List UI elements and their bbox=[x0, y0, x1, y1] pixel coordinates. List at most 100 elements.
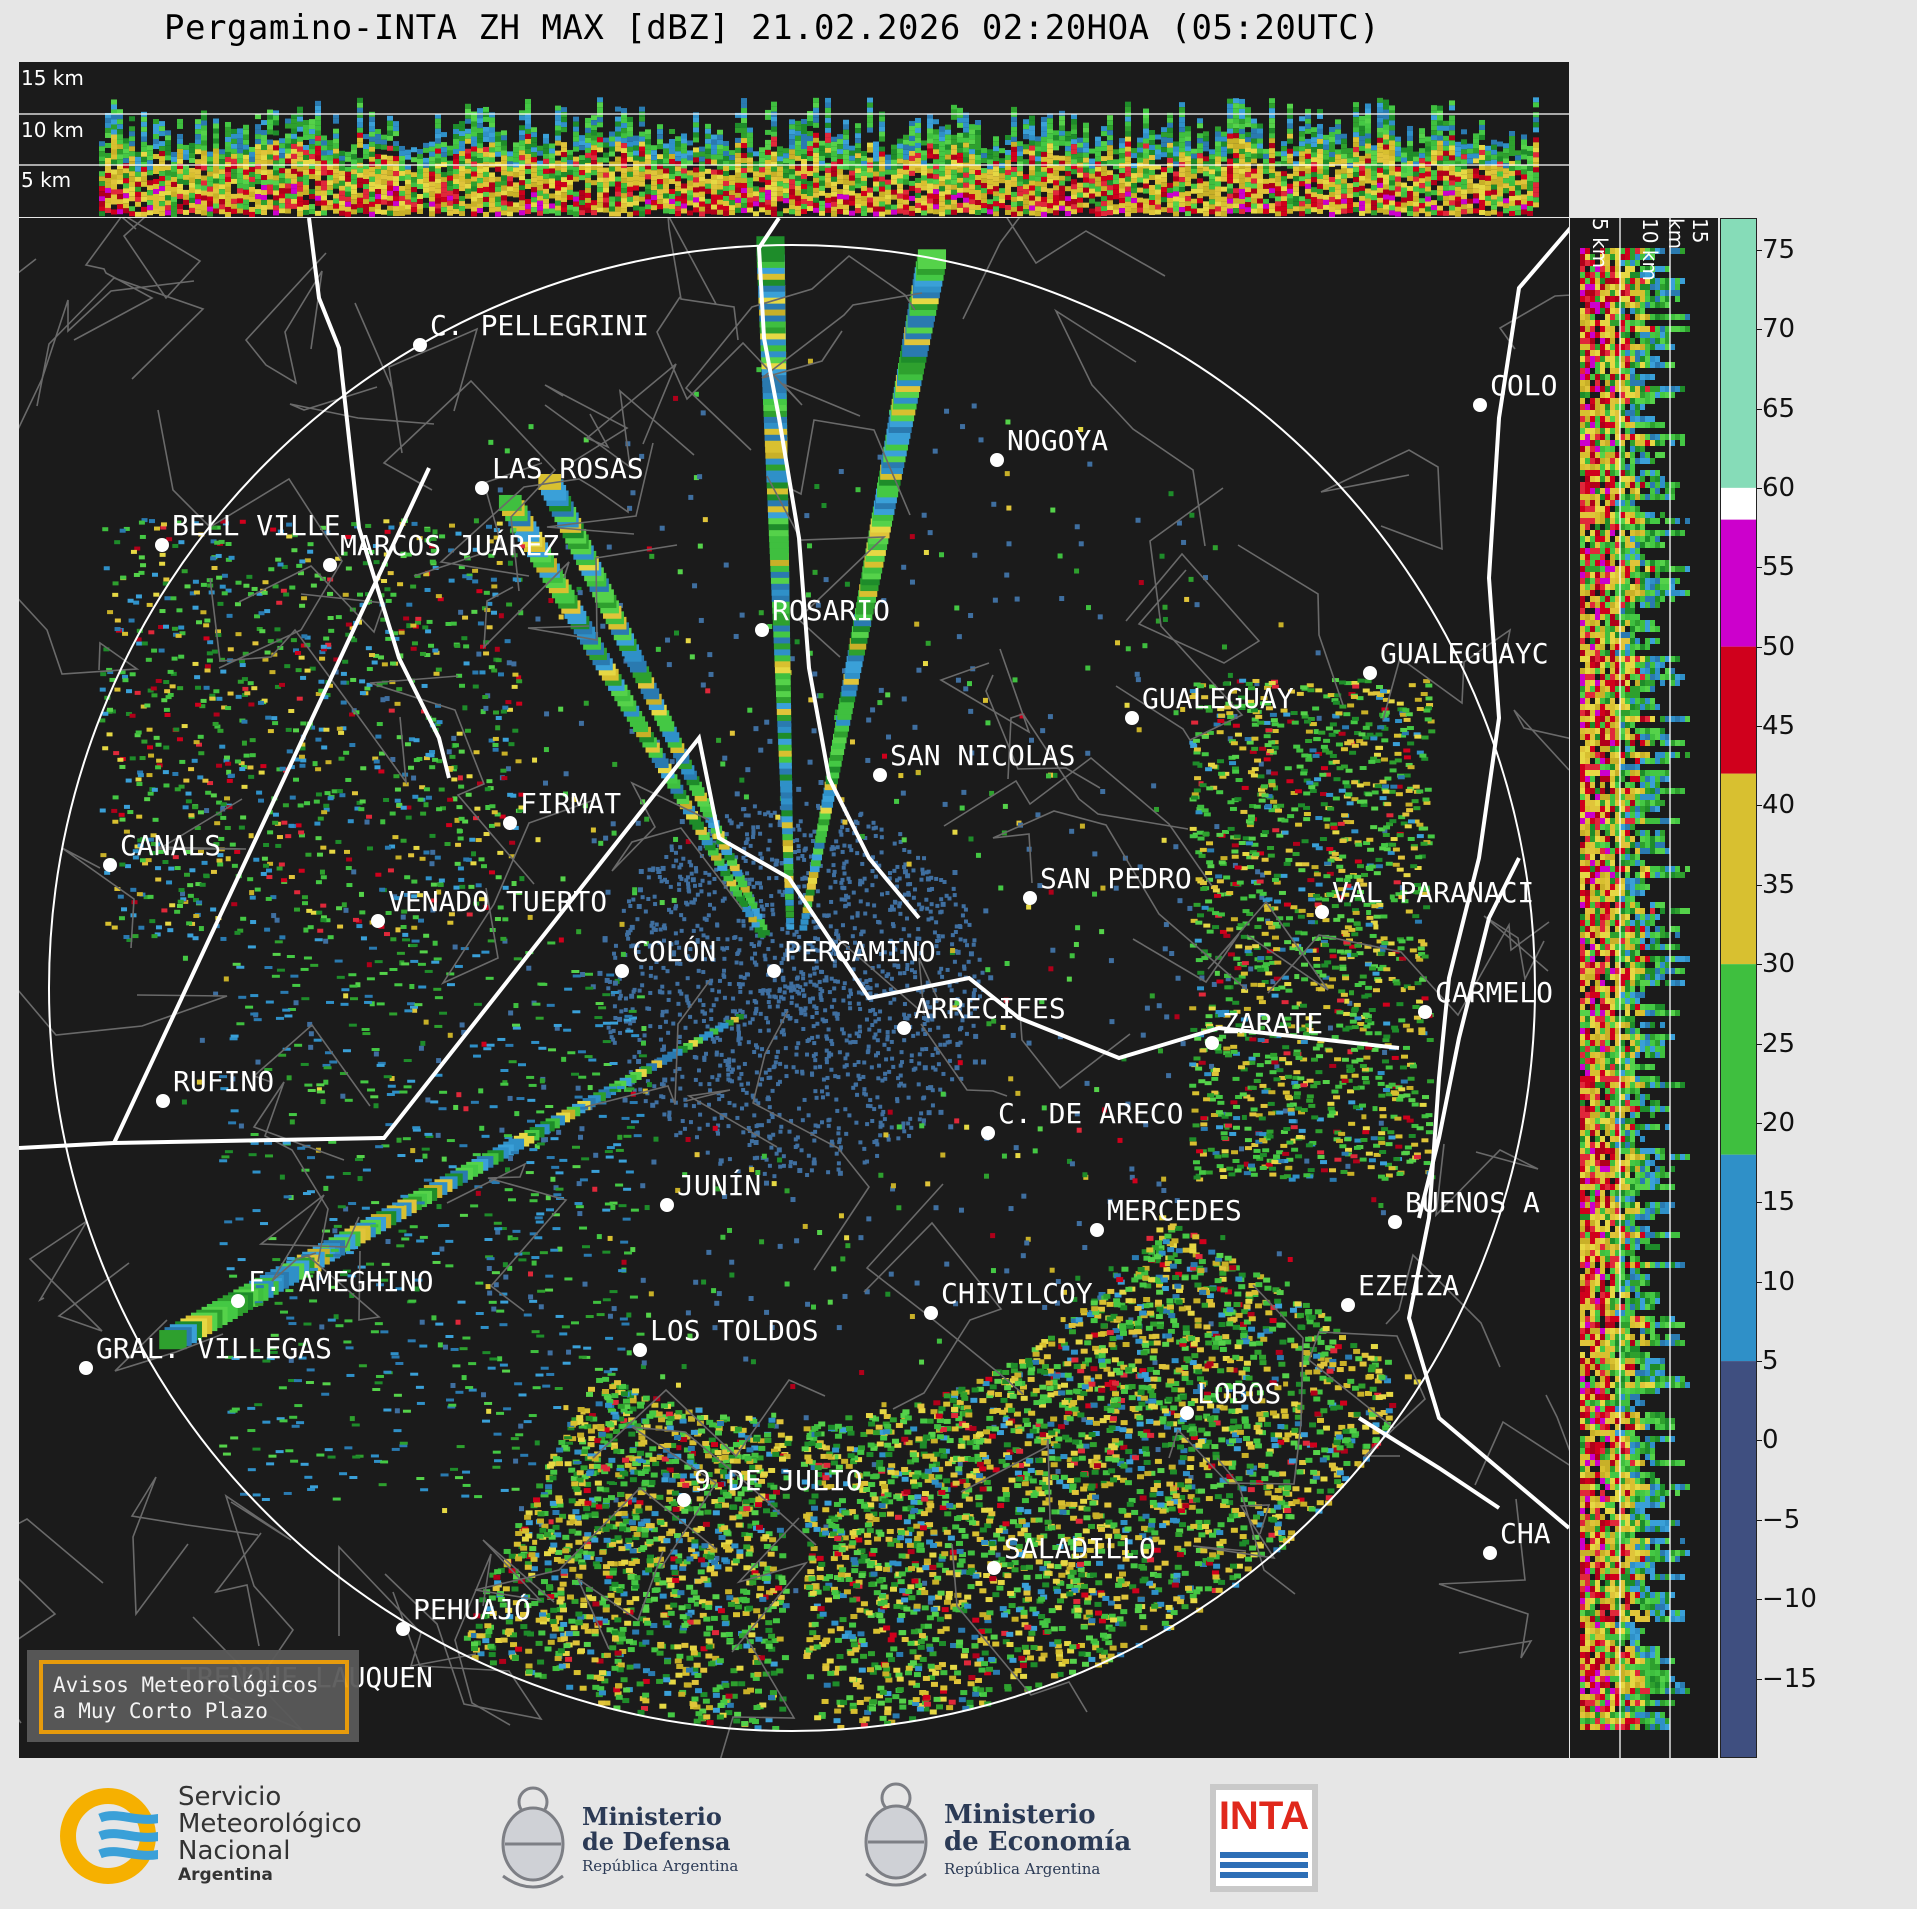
echo-pixel bbox=[698, 883, 703, 888]
top-echo-pixel bbox=[843, 164, 849, 170]
top-echo-pixel bbox=[1179, 167, 1185, 173]
top-echo-pixel bbox=[1023, 129, 1029, 135]
top-echo-pixel bbox=[699, 171, 705, 177]
top-echo-pixel bbox=[1131, 208, 1137, 214]
radar-map[interactable]: C. PELLEGRINI LAS ROSAS NOGOYA BELL VILLE MA… bbox=[19, 218, 1569, 1758]
top-echo-pixel bbox=[831, 201, 837, 207]
top-echo-pixel bbox=[1095, 136, 1101, 142]
top-echo-pixel bbox=[471, 126, 477, 132]
top-echo-pixel bbox=[681, 168, 687, 174]
top-echo-pixel bbox=[567, 179, 573, 185]
top-echo-pixel bbox=[339, 175, 345, 181]
top-echo-pixel bbox=[813, 182, 819, 188]
echo-pixel bbox=[864, 1017, 869, 1022]
top-echo-pixel bbox=[555, 170, 561, 176]
echo-pixel bbox=[754, 1070, 759, 1075]
top-echo-pixel bbox=[495, 176, 501, 182]
echo-pixel bbox=[940, 934, 945, 939]
top-echo-pixel bbox=[1473, 158, 1479, 164]
echo-pixel bbox=[927, 1027, 932, 1032]
top-echo-pixel bbox=[597, 197, 603, 203]
top-echo-pixel bbox=[543, 148, 549, 154]
top-echo-pixel bbox=[267, 189, 273, 195]
top-echo-pixel bbox=[1461, 194, 1467, 200]
top-echo-pixel bbox=[657, 159, 663, 165]
top-echo-pixel bbox=[693, 192, 699, 198]
top-echo-pixel bbox=[327, 155, 333, 161]
top-echo-pixel bbox=[813, 97, 819, 103]
top-echo-pixel bbox=[237, 163, 243, 169]
top-echo-pixel bbox=[153, 163, 159, 169]
top-echo-pixel bbox=[321, 185, 327, 191]
top-echo-pixel bbox=[1329, 146, 1335, 152]
top-echo-pixel bbox=[1485, 165, 1491, 171]
echo-pixel bbox=[777, 988, 782, 993]
top-echo-pixel bbox=[603, 172, 609, 178]
echo-pixel bbox=[872, 914, 877, 919]
top-echo-pixel bbox=[1497, 171, 1503, 177]
echo-pixel bbox=[737, 948, 742, 953]
top-echo-pixel bbox=[1191, 188, 1197, 194]
top-echo-pixel bbox=[1335, 199, 1341, 205]
top-echo-pixel bbox=[939, 141, 945, 147]
top-echo-pixel bbox=[969, 149, 975, 155]
echo-pixel bbox=[887, 1069, 892, 1074]
top-echo-pixel bbox=[1233, 128, 1239, 134]
top-echo-pixel bbox=[1083, 127, 1089, 133]
top-echo-pixel bbox=[471, 156, 477, 162]
top-echo-pixel bbox=[201, 175, 207, 181]
top-echo-pixel bbox=[1347, 173, 1353, 179]
top-echo-pixel bbox=[741, 173, 747, 179]
echo-pixel bbox=[926, 887, 931, 892]
top-echo-pixel bbox=[1353, 157, 1359, 163]
top-echo-pixel bbox=[1263, 198, 1269, 204]
top-echo-pixel bbox=[633, 205, 639, 211]
echo-pixel bbox=[903, 862, 908, 867]
top-echo-pixel bbox=[1113, 159, 1119, 165]
top-echo-pixel bbox=[771, 106, 777, 112]
top-echo-pixel bbox=[147, 205, 153, 211]
top-echo-pixel bbox=[1509, 175, 1515, 181]
top-echo-pixel bbox=[1233, 193, 1239, 199]
top-echo-pixel bbox=[1419, 208, 1425, 214]
top-echo-pixel bbox=[969, 159, 975, 165]
top-echo-pixel bbox=[675, 146, 681, 152]
top-echo-pixel bbox=[789, 159, 795, 165]
top-echo-pixel bbox=[1197, 208, 1203, 214]
top-echo-pixel bbox=[687, 170, 693, 176]
top-echo-pixel bbox=[1473, 173, 1479, 179]
top-echo-pixel bbox=[633, 140, 639, 146]
top-echo-pixel bbox=[771, 191, 777, 197]
top-echo-pixel bbox=[1395, 156, 1401, 162]
top-echo-pixel bbox=[1233, 98, 1239, 104]
top-echo-pixel bbox=[609, 201, 615, 207]
echo-pixel bbox=[893, 1025, 898, 1030]
echo-pixel bbox=[751, 860, 756, 865]
echo-pixel bbox=[784, 1074, 789, 1079]
echo-pixel bbox=[847, 844, 852, 849]
top-echo-pixel bbox=[873, 196, 879, 202]
top-echo-pixel bbox=[1125, 126, 1131, 132]
top-echo-pixel bbox=[753, 211, 759, 217]
top-echo-pixel bbox=[1005, 154, 1011, 160]
top-echo-pixel bbox=[165, 170, 171, 176]
top-echo-pixel bbox=[1515, 160, 1521, 166]
top-echo-pixel bbox=[735, 137, 741, 143]
top-echo-pixel bbox=[897, 208, 903, 214]
top-echo-pixel bbox=[267, 154, 273, 160]
echo-pixel bbox=[803, 1006, 808, 1011]
top-echo-pixel bbox=[633, 200, 639, 206]
echo-pixel bbox=[889, 951, 894, 956]
echo-pixel bbox=[774, 876, 779, 881]
top-echo-pixel bbox=[1029, 170, 1035, 176]
top-echo-pixel bbox=[1269, 103, 1275, 109]
top-echo-pixel bbox=[1215, 141, 1221, 147]
echo-pixel bbox=[871, 1007, 876, 1012]
top-echo-pixel bbox=[897, 198, 903, 204]
top-echo-pixel bbox=[849, 180, 855, 186]
top-echo-pixel bbox=[231, 148, 237, 154]
echo-pixel bbox=[875, 1153, 880, 1158]
echo-pixel bbox=[817, 979, 822, 984]
top-echo-pixel bbox=[477, 158, 483, 164]
top-echo-pixel bbox=[357, 172, 363, 178]
